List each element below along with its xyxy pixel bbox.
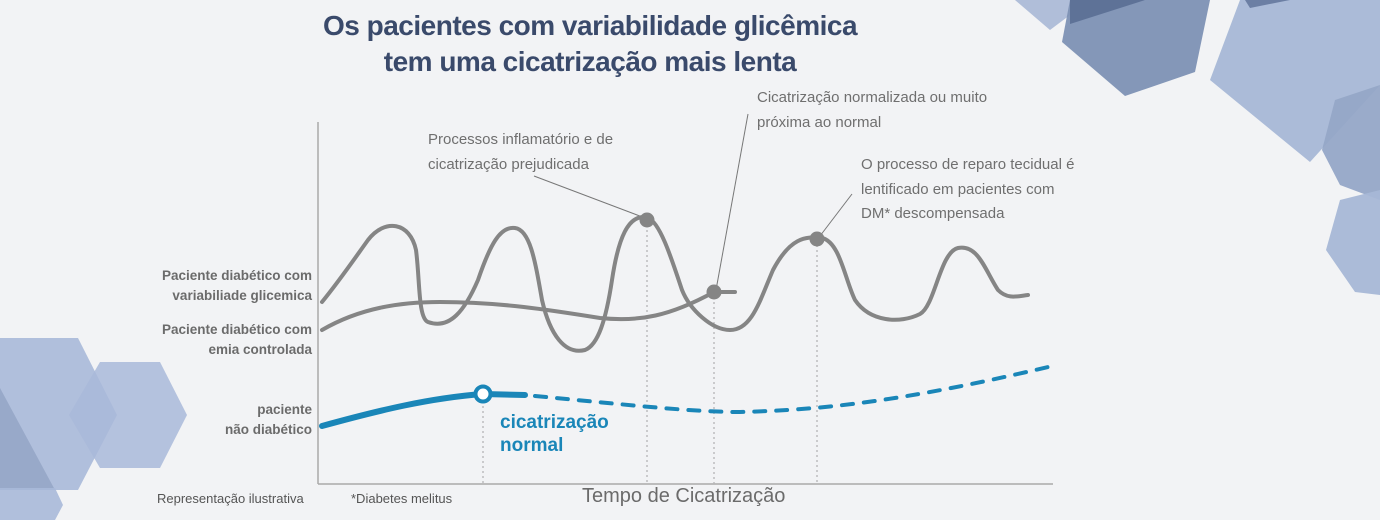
annotation-line: O processo de reparo tecidual é bbox=[861, 156, 1075, 173]
label-line: variabiliade glicemica bbox=[172, 288, 312, 303]
hexagon-decoration-bottom-left bbox=[0, 338, 187, 520]
annotation-slowed: O processo de reparo tecidual é lentific… bbox=[861, 153, 1074, 227]
controlled-diabetic-line bbox=[320, 290, 737, 332]
footnote-illustrative: Representação ilustrativa bbox=[157, 491, 304, 506]
annotation-line: DM* descompensada bbox=[861, 205, 1005, 222]
annotation-line: Processos inflamatório e de bbox=[428, 131, 614, 148]
label-line: Paciente diabético com bbox=[161, 322, 312, 337]
annotation-inflammatory: Processos inflamatório e de cicatrização… bbox=[428, 128, 613, 177]
annotation-line: cicatrização prejudicada bbox=[428, 155, 589, 173]
annotation-leaders bbox=[533, 113, 853, 291]
label-controlled: Paciente diabético com emia controlada bbox=[112, 320, 312, 360]
label-line: paciente bbox=[257, 402, 312, 417]
normal-healing-label: cicatrização normal bbox=[500, 411, 609, 457]
label-line: não diabético bbox=[224, 422, 312, 437]
variability-line bbox=[320, 215, 1030, 353]
marker-normalized bbox=[706, 284, 722, 300]
chart-title: Os pacientes com variabilidade glicêmica… bbox=[290, 8, 890, 80]
annotation-line: Cicatrização normalizada ou muito bbox=[757, 89, 988, 106]
annotation-line: lentificado em pacientes com bbox=[861, 180, 1055, 198]
marker-slowed bbox=[809, 231, 825, 247]
normal-label-line: cicatrização bbox=[500, 412, 609, 433]
title-line-2: tem uma cicatrização mais lenta bbox=[383, 46, 797, 77]
label-line: Paciente diabético com bbox=[161, 268, 312, 283]
marker-inflammatory bbox=[639, 212, 655, 228]
annotation-line: próxima ao normal bbox=[757, 113, 882, 131]
footnote-dm: *Diabetes melitus bbox=[351, 491, 453, 506]
non-diabetic-line bbox=[319, 390, 528, 429]
label-line: emia controlada bbox=[208, 342, 312, 357]
hexagon-decoration-top-right bbox=[1015, 0, 1380, 295]
title-line-1: Os pacientes com variabilidade glicêmica bbox=[322, 10, 858, 41]
non-diabetic-dashed-line bbox=[533, 365, 1050, 415]
marker-normal-healing bbox=[473, 384, 493, 404]
annotation-normalized: Cicatrização normalizada ou muito próxim… bbox=[757, 86, 987, 135]
label-non-diabetic: paciente não diabético bbox=[112, 400, 312, 440]
normal-label-line: normal bbox=[500, 435, 564, 456]
x-axis-label: Tempo de Cicatrização bbox=[582, 485, 786, 507]
label-variability: Paciente diabético com variabiliade glic… bbox=[112, 266, 312, 306]
